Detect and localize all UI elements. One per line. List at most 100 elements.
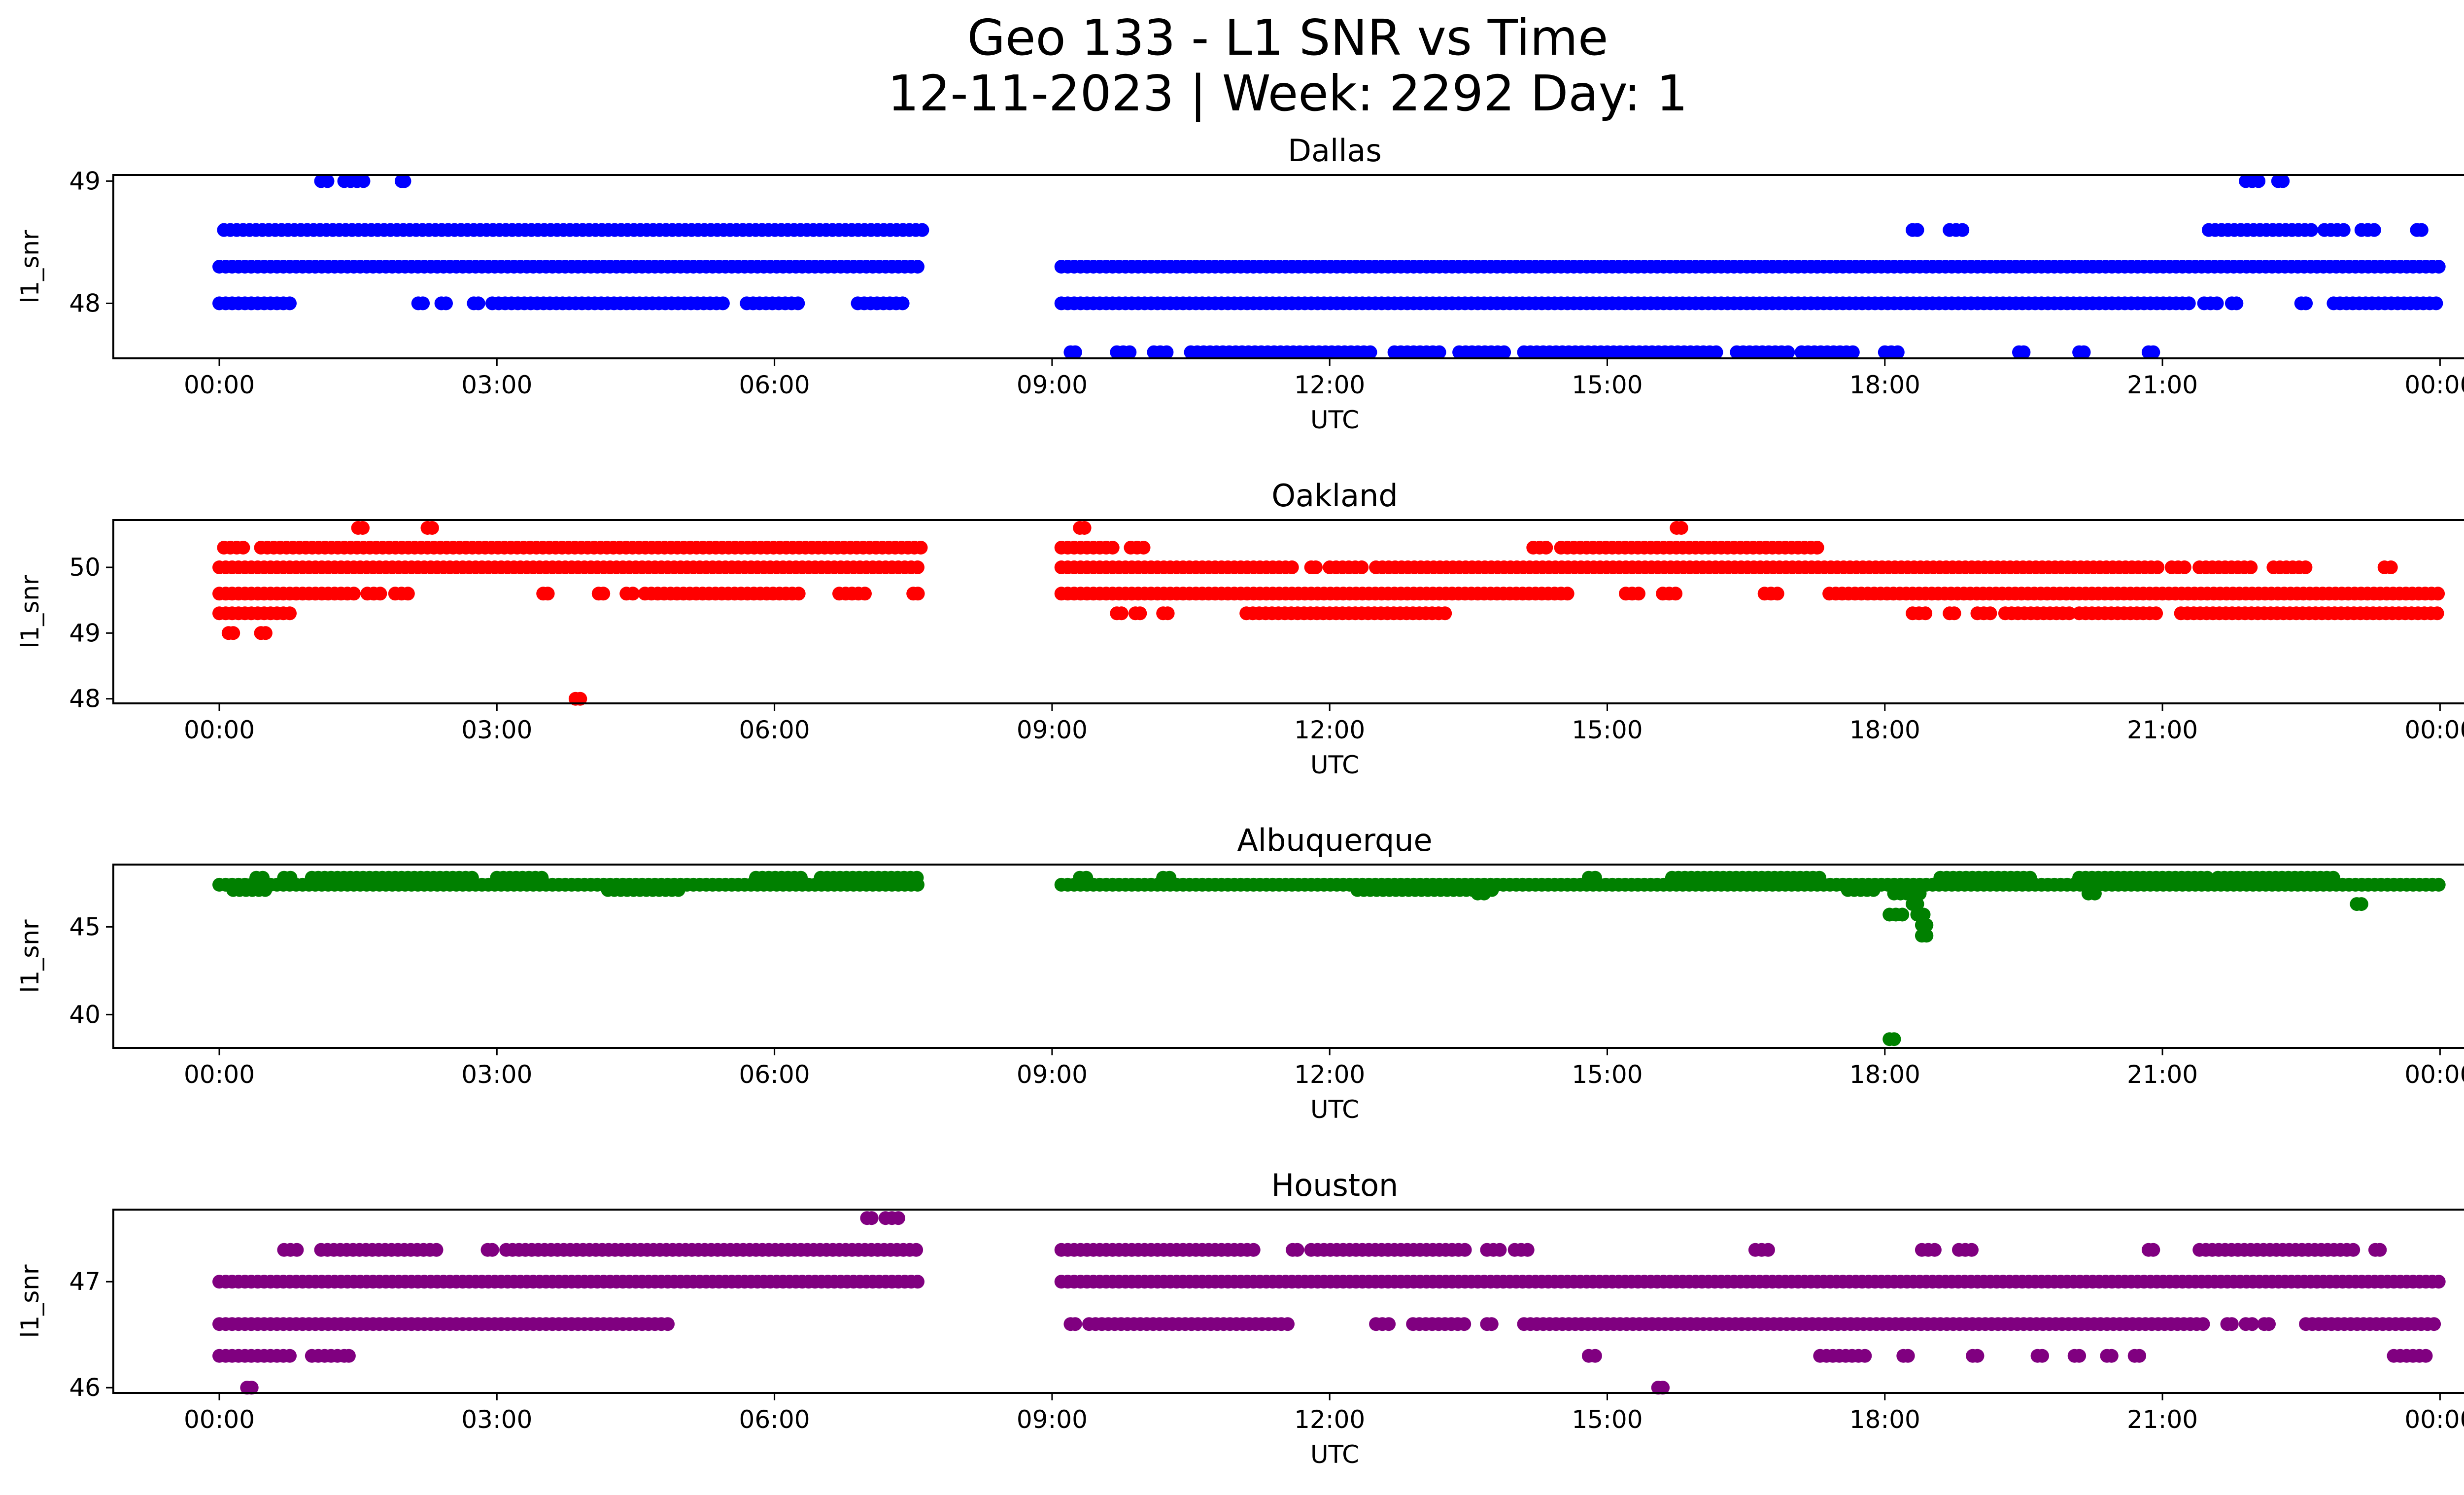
x-tick-label: 21:00: [2127, 716, 2198, 744]
figure-subtitle: 12-11-2023 | Week: 2292 Day: 1: [888, 65, 1688, 122]
data-point: [1887, 1032, 1901, 1046]
data-point: [1382, 1317, 1396, 1331]
panel-houston: Houston 00:00 03:00 06:00 09:00 12:00 15:00 18:…: [16, 1167, 2464, 1469]
data-point: [425, 521, 439, 535]
y-axis-label: l1_snr: [16, 575, 44, 648]
data-point: [1866, 883, 1881, 897]
plot-frame: [112, 1209, 2464, 1394]
x-tick-label: 03:00: [461, 1405, 532, 1434]
data-point: [1432, 345, 1446, 359]
x-tick-label: 00:00: [2404, 716, 2464, 744]
y-axis-label: l1_snr: [16, 1264, 44, 1338]
data-point: [2146, 345, 2160, 359]
x-tick-label: 03:00: [461, 716, 532, 744]
data-point: [1136, 541, 1151, 555]
data-point: [2149, 606, 2163, 621]
data-point: [2419, 1349, 2433, 1363]
data-point: [541, 587, 555, 601]
data-point: [2104, 1349, 2119, 1363]
panel-oakland: Oakland 00:00 03:00 06:00 09:00 12:00 15:00 18:…: [16, 478, 2464, 779]
data-point: [244, 1381, 259, 1395]
panel-title: Dallas: [1288, 133, 1381, 169]
data-point: [1770, 587, 1784, 601]
data-points: [212, 1211, 2446, 1395]
data-point: [1114, 606, 1129, 621]
x-tick-label: 00:00: [184, 371, 255, 399]
data-point: [1539, 541, 1553, 555]
data-point: [716, 296, 730, 311]
y-tick-label: 48: [69, 685, 101, 713]
x-tick-label: 09:00: [1017, 1060, 1088, 1089]
panel-title: Oakland: [1271, 478, 1398, 514]
data-point: [2299, 296, 2313, 311]
data-point: [2035, 1349, 2049, 1363]
data-point: [915, 223, 929, 237]
data-point: [2431, 260, 2446, 274]
data-point: [596, 587, 611, 601]
data-point: [1910, 897, 1924, 911]
data-point: [2062, 606, 2076, 621]
data-point: [1983, 606, 1997, 621]
data-point: [2427, 1317, 2441, 1331]
y-axis-label: l1_snr: [16, 230, 44, 303]
data-point: [2298, 560, 2313, 574]
x-tick-label: 00:00: [2404, 1060, 2464, 1089]
data-point: [416, 296, 430, 311]
data-point: [1133, 606, 1147, 621]
data-point: [342, 1349, 356, 1363]
panel-title: Albuquerque: [1237, 822, 1432, 858]
data-point: [471, 296, 485, 311]
data-point: [1858, 1349, 1872, 1363]
x-tick-label: 09:00: [1017, 371, 1088, 399]
data-points: [212, 870, 2446, 1046]
data-point: [2367, 223, 2381, 237]
data-point: [1484, 1317, 1499, 1331]
x-tick-label: 09:00: [1017, 1405, 1088, 1434]
data-point: [911, 1275, 924, 1289]
data-point: [236, 541, 250, 555]
y-tick-label: 46: [69, 1373, 101, 1402]
x-axis-label: UTC: [1310, 406, 1359, 434]
x-tick-label: 18:00: [1849, 1060, 1920, 1089]
data-point: [1161, 606, 1175, 621]
data-point: [2177, 560, 2191, 574]
data-point: [2245, 1317, 2259, 1331]
data-point: [1363, 345, 1377, 359]
data-point: [401, 587, 415, 601]
data-points: [212, 521, 2445, 706]
x-tick-label: 21:00: [2127, 371, 2198, 399]
data-point: [2229, 296, 2244, 311]
data-point: [661, 1317, 675, 1331]
x-tick-label: 15:00: [1572, 716, 1643, 744]
data-point: [2276, 174, 2290, 188]
data-point: [1068, 1317, 1082, 1331]
data-point: [626, 587, 640, 601]
x-tick-label: 00:00: [2404, 371, 2464, 399]
data-point: [2429, 296, 2443, 311]
x-tick-label: 18:00: [1849, 371, 1920, 399]
data-point: [2252, 174, 2266, 188]
data-point: [1068, 345, 1082, 359]
plot-frame: [112, 864, 2464, 1049]
data-point: [258, 883, 273, 897]
data-point: [347, 587, 361, 601]
y-tick-label: 49: [69, 619, 101, 647]
data-point: [1588, 1349, 1602, 1363]
data-point: [2414, 223, 2429, 237]
data-point: [909, 1243, 924, 1257]
data-point: [2182, 296, 2196, 311]
data-point: [1846, 345, 1860, 359]
data-point: [2262, 1317, 2276, 1331]
data-point: [1947, 606, 1961, 621]
figure-title: Geo 133 - L1 SNR vs Time: [967, 9, 1608, 67]
data-point: [1457, 1317, 1472, 1331]
data-point: [895, 296, 910, 311]
x-tick-label: 18:00: [1849, 1405, 1920, 1434]
data-point: [1916, 907, 1931, 922]
plot-frame: [112, 174, 2464, 359]
panel-title: Houston: [1271, 1167, 1399, 1203]
x-tick-label: 03:00: [461, 371, 532, 399]
data-point: [1281, 1317, 1295, 1331]
y-tick-label: 50: [69, 553, 101, 582]
